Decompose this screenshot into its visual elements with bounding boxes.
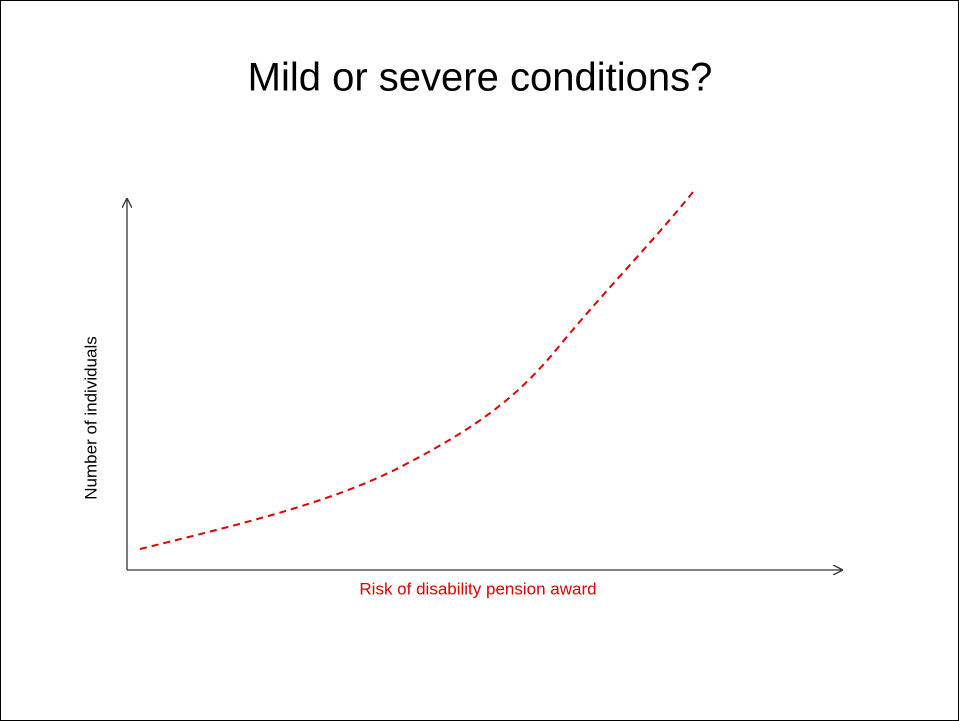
curve xyxy=(139,191,694,550)
slide-title: Mild or severe conditions? xyxy=(248,56,713,100)
x-axis-label: Risk of disability pension award xyxy=(359,579,596,598)
y-axis-label: Number of individuals xyxy=(81,336,100,499)
